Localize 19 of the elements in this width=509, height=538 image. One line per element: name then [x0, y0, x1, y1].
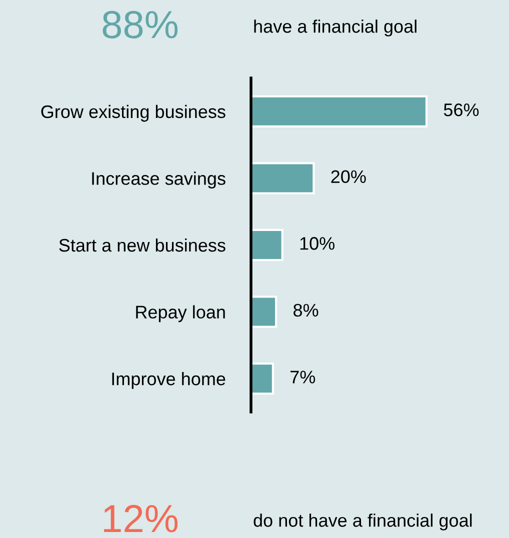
y-tick-label: Repay loan: [136, 305, 225, 322]
bar: [251, 362, 274, 395]
data-label: 8%: [294, 304, 318, 317]
text: have a financial goal: [254, 20, 416, 36]
bar: [251, 162, 315, 194]
bar: [251, 228, 284, 262]
text: 88%: [102, 10, 178, 38]
bar: [251, 296, 278, 328]
data-label: 10%: [300, 237, 335, 250]
data-label: 56%: [444, 103, 479, 116]
data-label: 7%: [290, 370, 316, 384]
y-tick-label: Start a new business: [59, 238, 226, 252]
y-tick-label: Increase savings: [92, 172, 226, 188]
data-label: 20%: [331, 170, 366, 184]
text: 12%: [104, 504, 178, 532]
bar: [251, 95, 428, 128]
y-tick-label: Improve home: [112, 372, 226, 389]
y-tick-label: Grow existing business: [41, 104, 226, 122]
text: do not have a financial goal: [254, 514, 472, 530]
